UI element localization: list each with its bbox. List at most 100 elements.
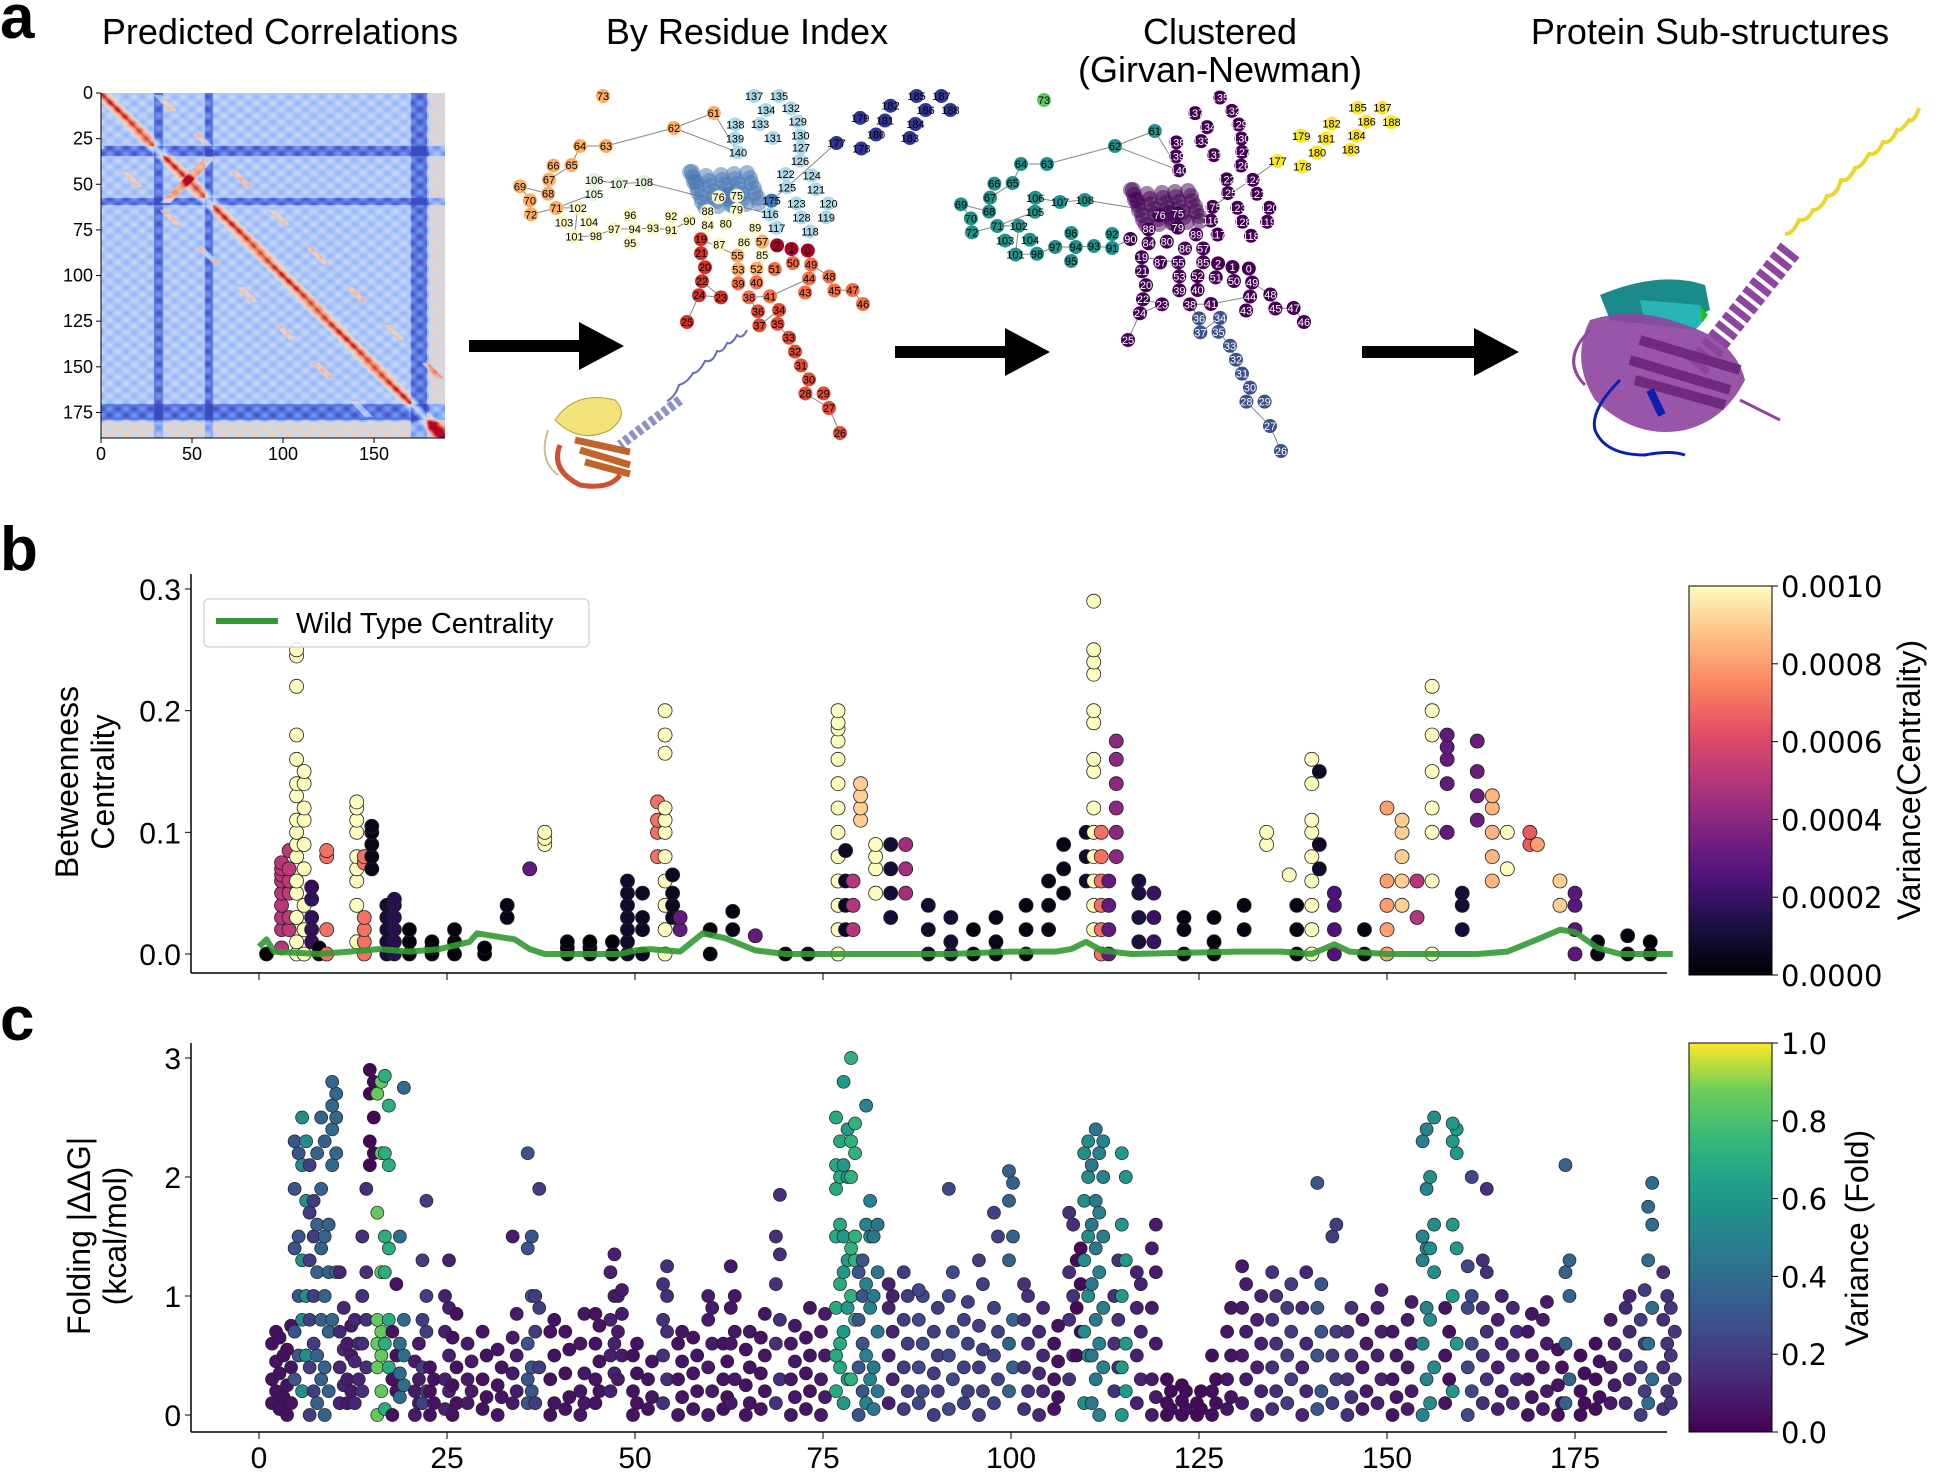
ddg-point bbox=[1084, 1277, 1099, 1291]
ddg-point bbox=[1344, 1301, 1359, 1315]
graph-node: 28 bbox=[798, 386, 813, 401]
ddg-point bbox=[393, 1366, 407, 1381]
centrality-point bbox=[1379, 897, 1395, 913]
graph-node-label: 20 bbox=[699, 262, 711, 274]
graph-node: 93 bbox=[645, 221, 660, 235]
ddg-point bbox=[1096, 1229, 1111, 1244]
graph-node: 124 bbox=[803, 168, 821, 183]
ddg-point bbox=[381, 1241, 396, 1256]
ddg-point bbox=[818, 1390, 832, 1405]
ddg-point bbox=[1525, 1390, 1539, 1405]
graph-node-label: 89 bbox=[1190, 229, 1202, 241]
graph-node-label: 175 bbox=[1203, 202, 1221, 214]
ddg-point bbox=[1445, 1217, 1460, 1232]
graph-node: 62 bbox=[667, 121, 681, 135]
ddg-point bbox=[1588, 1372, 1603, 1387]
ddg-point bbox=[370, 1312, 385, 1327]
colorbar-tick-label: 0.0002 bbox=[1781, 881, 1882, 915]
ddg-point bbox=[1314, 1384, 1329, 1399]
graph-node: 101 bbox=[565, 229, 584, 244]
graph-node-label: 177 bbox=[827, 138, 845, 150]
graph-node: 108 bbox=[635, 175, 653, 189]
ddg-point bbox=[742, 1360, 757, 1375]
ddg-point bbox=[723, 1336, 738, 1351]
ddg-point bbox=[1438, 1348, 1453, 1363]
ddg-point bbox=[844, 1372, 858, 1387]
graph-node-circle bbox=[549, 201, 564, 215]
graph-node: 132 bbox=[782, 101, 800, 116]
graph-node: 51 bbox=[1208, 270, 1223, 285]
ddg-point bbox=[961, 1336, 975, 1351]
graph-node: 22 bbox=[1136, 292, 1150, 307]
ddg-point bbox=[769, 1336, 783, 1351]
graph-node: 20 bbox=[698, 260, 712, 275]
ddg-point bbox=[284, 1396, 298, 1410]
graph-node-label: 91 bbox=[1106, 243, 1118, 255]
ddg-point bbox=[1479, 1182, 1494, 1196]
ddg-point bbox=[1475, 1301, 1490, 1315]
centrality-point bbox=[635, 885, 650, 901]
ddg-point bbox=[528, 1396, 543, 1410]
ddg-point bbox=[1325, 1229, 1340, 1244]
ddg-point bbox=[1310, 1176, 1325, 1190]
centrality-point bbox=[1041, 922, 1056, 938]
ddg-point bbox=[520, 1241, 535, 1256]
graph-node: 105 bbox=[585, 186, 603, 201]
title-by-residue-index: By Residue Index bbox=[606, 11, 888, 52]
centrality-point bbox=[296, 800, 312, 816]
graph-node-label: 37 bbox=[753, 320, 765, 332]
centrality-point bbox=[883, 861, 899, 877]
graph-node: 104 bbox=[580, 214, 598, 229]
ddg-point bbox=[347, 1396, 362, 1410]
graph-node-label: 47 bbox=[1287, 303, 1299, 315]
graph-node: 79 bbox=[729, 202, 744, 217]
ddg-point bbox=[528, 1289, 543, 1303]
graph-node-label: 138 bbox=[1167, 137, 1185, 149]
graph-node-label: 139 bbox=[726, 133, 744, 145]
centrality-point bbox=[1394, 897, 1410, 913]
ddg-point bbox=[972, 1318, 986, 1333]
graph-node-circle bbox=[1268, 301, 1283, 316]
ddg-point bbox=[630, 1366, 644, 1381]
graph-node: 84 bbox=[1141, 236, 1156, 251]
graph-node: 76 bbox=[711, 190, 726, 205]
colorbar-ticks: 0.00.20.40.60.81.0 bbox=[1772, 1027, 1827, 1450]
graph-node: 61 bbox=[1147, 124, 1162, 138]
graph-node-label: 132 bbox=[1223, 106, 1241, 118]
ddg-point bbox=[1400, 1312, 1415, 1327]
graph-node-label: 102 bbox=[1010, 221, 1028, 233]
centrality-axes: 0.00.10.20.3 bbox=[139, 574, 1667, 980]
ddg-point bbox=[1314, 1324, 1329, 1339]
graph-node-label: 44 bbox=[803, 274, 815, 286]
graph-node-circle bbox=[1244, 228, 1258, 243]
graph-node-circle bbox=[827, 283, 842, 298]
ddg-point bbox=[306, 1384, 321, 1399]
ddg-point bbox=[626, 1348, 640, 1363]
ddg-point bbox=[615, 1283, 629, 1297]
ddg-point bbox=[836, 1074, 851, 1089]
heatmap-y-tick-label: 25 bbox=[73, 129, 93, 149]
graph-node: 98 bbox=[588, 228, 603, 243]
graph-node: 75 bbox=[1170, 206, 1185, 221]
centrality-point bbox=[349, 794, 365, 810]
ddg-point bbox=[1667, 1324, 1682, 1339]
ddg-point bbox=[836, 1324, 851, 1339]
graph-node-label: 64 bbox=[574, 141, 586, 153]
ddg-point bbox=[1355, 1360, 1370, 1375]
ddg-point bbox=[833, 1336, 847, 1351]
graph-node-circle bbox=[1235, 366, 1249, 381]
graph-node-circle bbox=[1234, 131, 1249, 146]
centrality-point bbox=[356, 910, 372, 925]
ddg-point bbox=[1442, 1372, 1457, 1387]
correlation-heatmap bbox=[101, 93, 445, 438]
ddg-point bbox=[1370, 1301, 1385, 1315]
centrality-point bbox=[304, 910, 320, 925]
graph-node: 80 bbox=[718, 216, 733, 231]
graph-node-label: 181 bbox=[1317, 134, 1335, 146]
graph-node: 50 bbox=[1226, 274, 1241, 288]
graph-node-circle bbox=[869, 127, 883, 142]
graph-node: 88 bbox=[1141, 222, 1156, 237]
graph-node-circle bbox=[664, 223, 679, 237]
ddg-point bbox=[1419, 1372, 1434, 1387]
